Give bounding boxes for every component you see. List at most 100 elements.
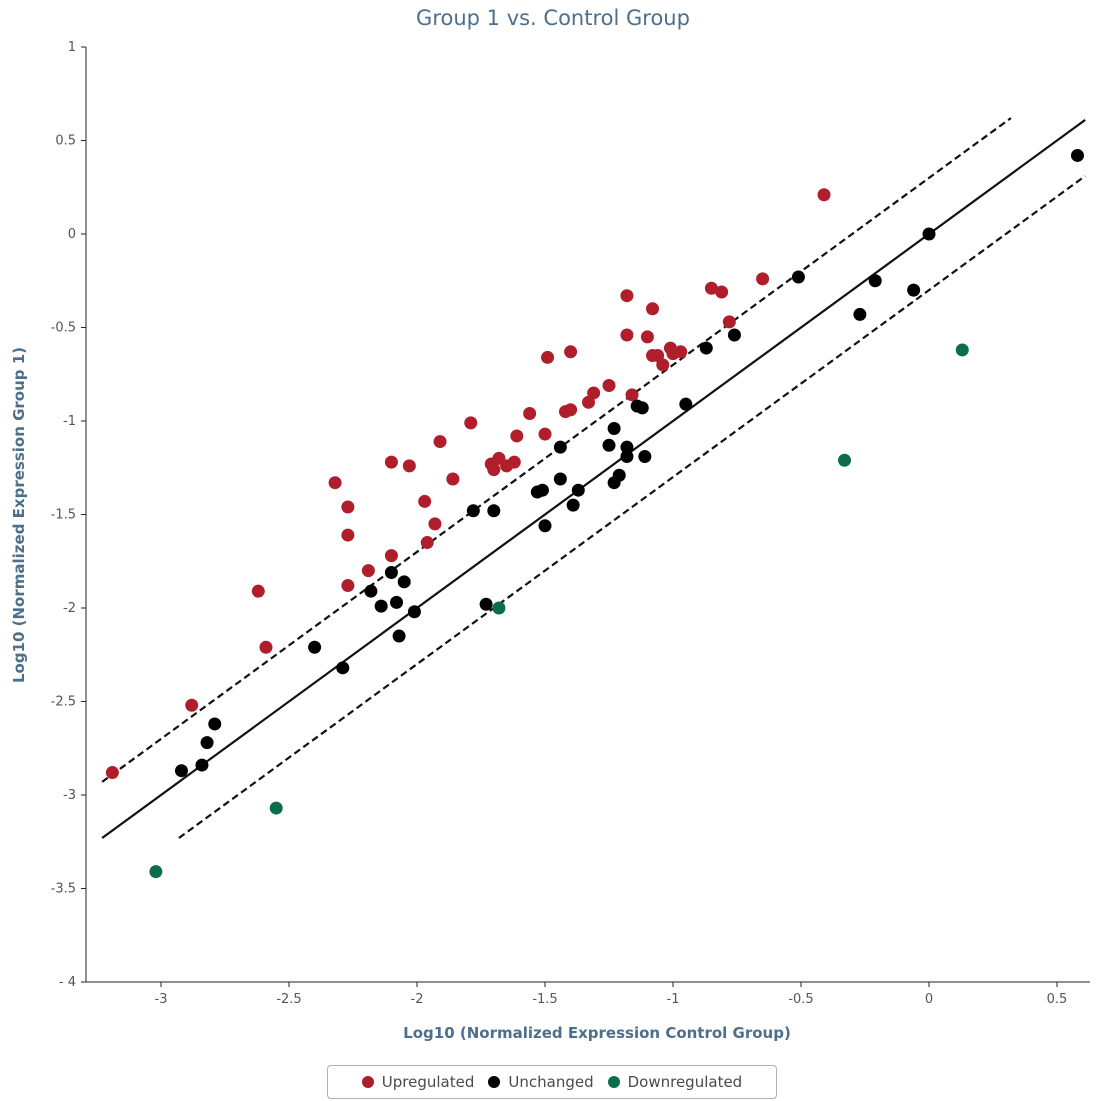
point-upregulated[interactable] xyxy=(341,579,355,593)
point-upregulated[interactable] xyxy=(674,345,688,359)
point-unchanged[interactable] xyxy=(538,519,552,533)
x-tick-label: 0.5 xyxy=(1047,992,1068,1007)
point-unchanged[interactable] xyxy=(407,605,421,619)
point-upregulated[interactable] xyxy=(564,345,578,359)
point-unchanged[interactable] xyxy=(620,450,634,464)
point-upregulated[interactable] xyxy=(646,302,660,316)
point-unchanged[interactable] xyxy=(553,472,567,486)
point-unchanged[interactable] xyxy=(907,283,921,297)
point-upregulated[interactable] xyxy=(656,358,670,372)
point-unchanged[interactable] xyxy=(195,758,209,772)
point-unchanged[interactable] xyxy=(791,270,805,284)
legend-label-downregulated: Downregulated xyxy=(627,1073,743,1091)
point-upregulated[interactable] xyxy=(625,388,639,402)
point-upregulated[interactable] xyxy=(564,403,578,417)
point-unchanged[interactable] xyxy=(200,736,214,750)
point-upregulated[interactable] xyxy=(259,640,273,654)
point-unchanged[interactable] xyxy=(922,227,936,241)
point-unchanged[interactable] xyxy=(364,584,378,598)
point-upregulated[interactable] xyxy=(715,285,729,299)
point-unchanged[interactable] xyxy=(571,483,585,497)
point-unchanged[interactable] xyxy=(727,328,741,342)
point-upregulated[interactable] xyxy=(384,455,398,469)
x-tick-label: -1.5 xyxy=(532,992,557,1007)
point-upregulated[interactable] xyxy=(105,766,119,780)
point-unchanged[interactable] xyxy=(208,717,222,731)
point-upregulated[interactable] xyxy=(328,476,342,490)
point-unchanged[interactable] xyxy=(612,468,626,482)
point-unchanged[interactable] xyxy=(374,599,388,613)
point-unchanged[interactable] xyxy=(392,629,406,643)
point-unchanged[interactable] xyxy=(336,661,350,675)
legend-marker-downregulated xyxy=(607,1076,620,1088)
point-upregulated[interactable] xyxy=(341,500,355,514)
point-unchanged[interactable] xyxy=(390,595,404,609)
point-unchanged[interactable] xyxy=(466,504,480,518)
point-unchanged[interactable] xyxy=(607,421,621,435)
point-upregulated[interactable] xyxy=(464,416,478,430)
point-downregulated[interactable] xyxy=(269,801,283,815)
point-unchanged[interactable] xyxy=(620,440,634,454)
point-unchanged[interactable] xyxy=(679,397,693,411)
point-upregulated[interactable] xyxy=(384,549,398,563)
point-upregulated[interactable] xyxy=(510,429,524,443)
y-tick-label: -1.5 xyxy=(51,508,76,523)
point-upregulated[interactable] xyxy=(402,459,416,473)
point-upregulated[interactable] xyxy=(756,272,770,286)
point-unchanged[interactable] xyxy=(308,640,322,654)
legend-label-unchanged: Unchanged xyxy=(508,1073,594,1091)
point-downregulated[interactable] xyxy=(149,865,163,879)
point-unchanged[interactable] xyxy=(397,575,411,589)
x-tick-label: -0.5 xyxy=(788,992,813,1007)
y-axis-label: Log10 (Normalized Expression Group 1) xyxy=(10,347,28,683)
point-unchanged[interactable] xyxy=(174,764,188,778)
point-upregulated[interactable] xyxy=(538,427,552,441)
point-upregulated[interactable] xyxy=(433,435,447,449)
point-upregulated[interactable] xyxy=(620,328,634,342)
point-upregulated[interactable] xyxy=(602,378,616,392)
point-upregulated[interactable] xyxy=(507,455,521,469)
point-upregulated[interactable] xyxy=(418,494,432,508)
legend-marker-upregulated xyxy=(361,1076,374,1088)
point-unchanged[interactable] xyxy=(635,401,649,415)
point-upregulated[interactable] xyxy=(420,536,434,550)
point-upregulated[interactable] xyxy=(185,698,199,712)
point-unchanged[interactable] xyxy=(553,440,567,454)
point-upregulated[interactable] xyxy=(446,472,460,486)
point-unchanged[interactable] xyxy=(638,450,652,464)
point-unchanged[interactable] xyxy=(602,438,616,452)
point-downregulated[interactable] xyxy=(838,453,852,467)
point-upregulated[interactable] xyxy=(722,315,736,329)
point-unchanged[interactable] xyxy=(1070,148,1084,162)
point-unchanged[interactable] xyxy=(699,341,713,355)
point-unchanged[interactable] xyxy=(535,483,549,497)
y-axis-ticks: - 4 -3.5 -3 -2.5 -2 -1.5 -1 -0.5 0 0.5 1 xyxy=(51,40,86,990)
point-unchanged[interactable] xyxy=(479,597,493,611)
point-upregulated[interactable] xyxy=(361,564,375,578)
point-upregulated[interactable] xyxy=(541,350,555,364)
x-axis-label: Log10 (Normalized Expression Control Gro… xyxy=(403,1024,791,1042)
point-upregulated[interactable] xyxy=(523,407,537,421)
point-unchanged[interactable] xyxy=(566,498,580,512)
point-upregulated[interactable] xyxy=(817,188,831,202)
point-downregulated[interactable] xyxy=(955,343,969,357)
x-tick-label: 0 xyxy=(925,992,933,1007)
point-downregulated[interactable] xyxy=(492,601,506,615)
y-tick-label: -3 xyxy=(63,788,76,803)
legend-item-downregulated[interactable]: Downregulated xyxy=(607,1073,743,1091)
point-unchanged[interactable] xyxy=(868,274,882,288)
point-upregulated[interactable] xyxy=(341,528,355,542)
legend-item-upregulated[interactable]: Upregulated xyxy=(361,1073,474,1091)
legend-item-unchanged[interactable]: Unchanged xyxy=(488,1073,594,1091)
point-upregulated[interactable] xyxy=(620,289,634,303)
point-unchanged[interactable] xyxy=(384,565,398,579)
point-upregulated[interactable] xyxy=(428,517,442,531)
point-upregulated[interactable] xyxy=(251,584,265,598)
point-upregulated[interactable] xyxy=(704,281,718,295)
point-upregulated[interactable] xyxy=(587,386,601,400)
point-unchanged[interactable] xyxy=(853,307,867,321)
point-unchanged[interactable] xyxy=(487,504,501,518)
point-upregulated[interactable] xyxy=(487,463,501,477)
series-unchanged xyxy=(174,148,1084,778)
point-upregulated[interactable] xyxy=(640,330,654,344)
